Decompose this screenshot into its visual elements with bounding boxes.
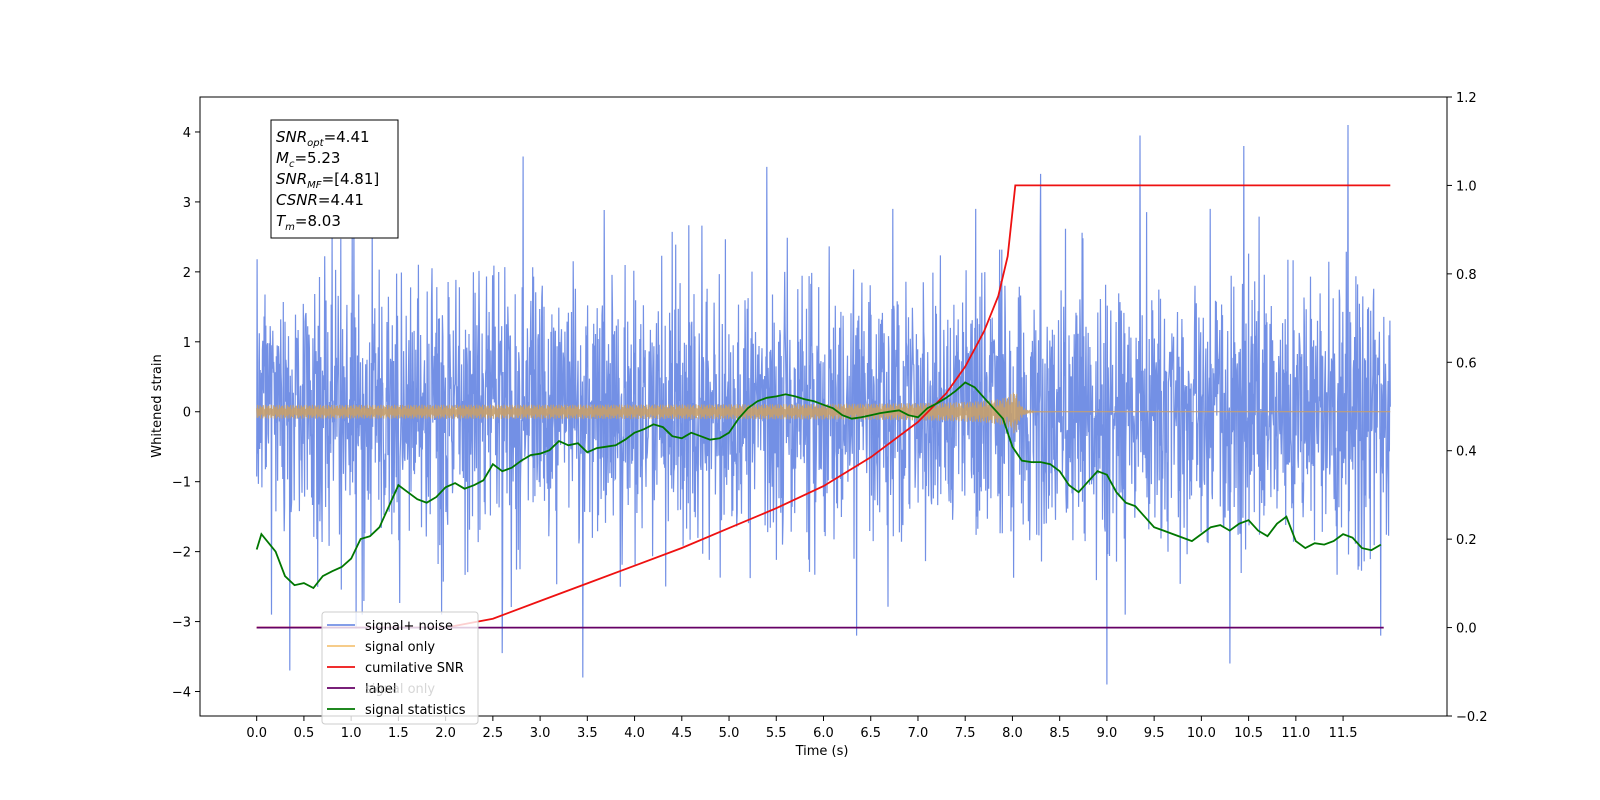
- legend-label: signal+ noise: [365, 619, 453, 634]
- x-tick-label: 6.5: [860, 726, 881, 741]
- x-tick-label: 2.0: [435, 726, 456, 741]
- y-tick-label: −4: [172, 686, 191, 701]
- x-tick-label: 6.0: [813, 726, 834, 741]
- x-tick-label: 5.5: [766, 726, 787, 741]
- y-right-tick-label: 1.0: [1456, 179, 1477, 194]
- y-tick-label: 2: [183, 266, 191, 281]
- x-tick-label: 3.0: [530, 726, 551, 741]
- legend: signal+ noise signal only cumilative SNR la…: [321, 611, 479, 725]
- x-tick-label: 2.5: [483, 726, 504, 741]
- y-axis-right-ticks: 1.2 1.0 0.8 0.6 0.4 0.2 0.0 −0.2: [1447, 91, 1488, 725]
- x-tick-label: 10.5: [1234, 726, 1263, 741]
- y-tick-label: 0: [183, 406, 191, 421]
- annotation-line: SNRopt=4.41: [276, 128, 370, 149]
- x-axis-label: Time (s): [795, 744, 849, 759]
- x-tick-label: 5.0: [719, 726, 740, 741]
- x-tick-label: 4.5: [671, 726, 692, 741]
- annotation-line: Mc=5.23: [276, 149, 340, 170]
- series-signal-noise: [256, 124, 1391, 685]
- series-signal-statistics: [255, 381, 1382, 590]
- series-cumulative-snr: [256, 184, 1391, 629]
- annotation-line: CSNR=4.41: [276, 191, 364, 209]
- legend-label: cumilative SNR: [365, 661, 464, 676]
- x-tick-label: 9.5: [1144, 726, 1165, 741]
- y-right-tick-label: −0.2: [1456, 710, 1488, 725]
- y-tick-label: −2: [172, 546, 191, 561]
- plot-series: [255, 124, 1391, 685]
- y-axis-label: Whitened strain: [150, 354, 165, 457]
- x-tick-label: 9.0: [1097, 726, 1118, 741]
- y-right-tick-label: 1.2: [1456, 91, 1477, 106]
- y-right-tick-label: 0.6: [1456, 356, 1477, 371]
- x-tick-label: 7.0: [908, 726, 929, 741]
- x-tick-label: 0.5: [294, 726, 315, 741]
- legend-label: signal statistics: [365, 703, 466, 718]
- y-right-tick-label: 0.0: [1456, 622, 1477, 637]
- x-tick-label: 7.5: [955, 726, 976, 741]
- y-right-tick-label: 0.8: [1456, 268, 1477, 283]
- x-tick-label: 0.0: [246, 726, 267, 741]
- x-tick-label: 4.0: [624, 726, 645, 741]
- x-tick-label: 11.0: [1281, 726, 1310, 741]
- annotation-line: SNRMF=[4.81]: [276, 170, 379, 191]
- series-signal-only: [256, 392, 1391, 434]
- y-tick-label: 3: [183, 196, 191, 211]
- y-tick-label: −3: [172, 616, 191, 631]
- x-tick-label: 1.5: [388, 726, 409, 741]
- x-tick-label: 11.5: [1329, 726, 1358, 741]
- legend-label: signal only: [365, 682, 435, 697]
- x-tick-label: 3.5: [577, 726, 598, 741]
- x-tick-label: 8.5: [1049, 726, 1070, 741]
- annotation-frame: [270, 119, 399, 239]
- y-tick-label: −1: [172, 476, 191, 491]
- y-tick-label: 1: [183, 336, 191, 351]
- x-tick-label: 10.0: [1187, 726, 1216, 741]
- annotation-line: Tm=8.03: [276, 212, 341, 233]
- y-axis-ticks: 4 3 2 1 0 −1 −2 −3 −4: [172, 126, 200, 701]
- y-right-tick-label: 0.4: [1456, 445, 1477, 460]
- legend-label: signal only: [365, 640, 435, 655]
- legend-frame: [321, 611, 479, 725]
- x-axis-ticks: 0.0 0.5 1.0 1.5 2.0 2.5 3.0 3.5 4.0 4.5 5.0 5.5 6.0 6…: [246, 716, 1358, 741]
- y-tick-label: 4: [183, 126, 191, 141]
- y-right-tick-label: 0.2: [1456, 533, 1477, 548]
- x-tick-label: 1.0: [341, 726, 362, 741]
- x-tick-label: 8.0: [1002, 726, 1023, 741]
- legend-label: label: [365, 682, 396, 697]
